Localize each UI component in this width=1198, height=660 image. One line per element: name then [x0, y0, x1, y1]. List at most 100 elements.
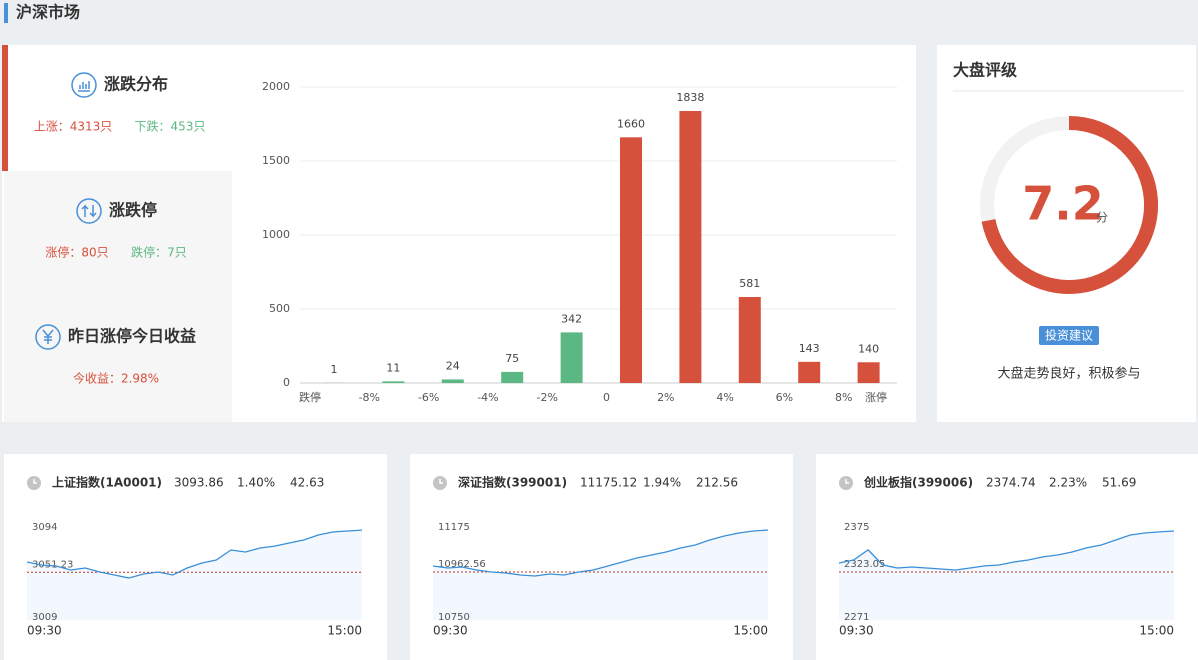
tab-stat: 上涨：4313只 — [34, 119, 113, 134]
line — [838, 530, 1175, 571]
value-label: 1838 — [676, 91, 704, 104]
tab-background — [4, 171, 232, 422]
x-tick-label: -6% — [418, 391, 439, 404]
advice-button-label[interactable]: 投资建议 — [1045, 328, 1093, 343]
y-tick-label: 0 — [283, 376, 290, 389]
x-tick-label: -2% — [536, 391, 557, 404]
bar — [382, 381, 405, 383]
section-title: 沪深市场 — [16, 3, 80, 22]
value-label: 143 — [799, 342, 820, 355]
index-change: 51.69 — [1102, 476, 1136, 490]
value-label: 140 — [858, 342, 879, 355]
x-tick-label: 15:00 — [327, 624, 362, 638]
y-tick-label: 1500 — [262, 154, 290, 167]
tab-stat: 涨停：80只 — [45, 245, 108, 260]
clock-hands — [439, 479, 443, 484]
bar — [738, 297, 761, 383]
index-name[interactable]: 上证指数(1A0001) — [52, 475, 162, 490]
x-tick-label: 09:30 — [839, 624, 874, 638]
value-label: 11 — [386, 361, 400, 374]
rating-score: 7.2 — [1022, 177, 1104, 231]
y-tick-label: 3051.23 — [32, 559, 73, 570]
bar — [441, 379, 464, 383]
x-tick-label: 涨停 — [865, 390, 887, 404]
icons — [35, 72, 102, 350]
line — [26, 529, 363, 579]
index-pct: 1.94% — [643, 476, 681, 490]
value-label: 1660 — [617, 117, 645, 130]
x-tick-label: -8% — [359, 391, 380, 404]
bar — [560, 332, 583, 383]
index-pct: 2.23% — [1049, 476, 1087, 490]
rating-panel — [937, 45, 1196, 422]
advice-button[interactable] — [1039, 326, 1099, 345]
x-tick-label: 2% — [657, 391, 674, 404]
rating-comment: 大盘走势良好，积极参与 — [997, 366, 1140, 382]
value-label: 1 — [331, 363, 338, 376]
y-tick-label: 10750 — [438, 612, 470, 623]
y-tick-label: 500 — [269, 302, 290, 315]
y-tick-label: 3009 — [32, 612, 57, 623]
clock-hands — [845, 479, 849, 484]
bar — [620, 137, 642, 383]
updown-icon — [76, 198, 102, 224]
rating-unit: 分 — [1096, 211, 1108, 225]
y-tick-label: 2375 — [844, 522, 869, 533]
area — [433, 530, 768, 620]
x-tick-label: 09:30 — [27, 624, 62, 638]
active-tab-marker — [2, 45, 8, 171]
x-tick-label: 4% — [716, 391, 733, 404]
tab-stat: 今收益：2.98% — [73, 371, 159, 386]
y-tick-label: 3094 — [32, 522, 57, 533]
x-tick-label: 0 — [603, 391, 610, 404]
bar — [679, 110, 702, 383]
gauge-arc — [981, 116, 1158, 294]
chart-icon — [71, 72, 97, 98]
x-tick-label: 15:00 — [1139, 624, 1174, 638]
tab-stat: 下跌：453只 — [135, 119, 206, 134]
index-change: 212.56 — [696, 476, 738, 490]
index-change: 42.63 — [290, 476, 324, 490]
x-tick-label: 跌停 — [299, 390, 321, 404]
bar — [857, 362, 880, 383]
x-tick-label: -4% — [477, 391, 498, 404]
x-tick-label: 09:30 — [433, 624, 468, 638]
chart-icon-glyph — [78, 81, 90, 92]
x-tick-label: 15:00 — [733, 624, 768, 638]
line — [432, 529, 769, 577]
bar — [501, 371, 524, 383]
value-label: 581 — [739, 277, 760, 290]
y-tick-label: 2000 — [262, 80, 290, 93]
y-tick-label: 2323.05 — [844, 559, 885, 570]
index-name[interactable]: 创业板指(399006) — [863, 475, 973, 490]
clock-hands — [33, 479, 37, 484]
x-tick-label: 8% — [835, 391, 852, 404]
title-accent — [4, 3, 8, 23]
area — [27, 530, 362, 620]
y-tick-label: 2271 — [844, 612, 869, 623]
value-label: 342 — [561, 312, 582, 325]
bar — [798, 361, 821, 383]
index-price: 3093.86 — [174, 476, 224, 490]
index-price: 2374.74 — [986, 476, 1036, 490]
value-label: 75 — [505, 352, 519, 365]
tab-title[interactable]: 涨跌分布 — [104, 75, 168, 94]
index-name[interactable]: 深证指数(399001) — [458, 475, 567, 490]
y-tick-label: 11175 — [438, 522, 470, 533]
y-tick-label: 1000 — [262, 228, 290, 241]
rating-title: 大盘评级 — [953, 61, 1018, 80]
tab-title[interactable]: 昨日涨停今日收益 — [68, 327, 196, 346]
x-tick-label: 6% — [776, 391, 793, 404]
value-label: 24 — [446, 359, 460, 372]
tab-title[interactable]: 涨跌停 — [109, 201, 157, 220]
tab-stat: 跌停：7只 — [131, 245, 187, 260]
yen-icon — [35, 324, 61, 350]
index-pct: 1.40% — [237, 476, 275, 490]
updown-icon-glyph — [81, 204, 97, 218]
yen-icon-glyph — [42, 329, 54, 344]
y-tick-label: 10962.56 — [438, 559, 486, 570]
index-price: 11175.12 — [580, 476, 637, 490]
area — [839, 531, 1174, 620]
